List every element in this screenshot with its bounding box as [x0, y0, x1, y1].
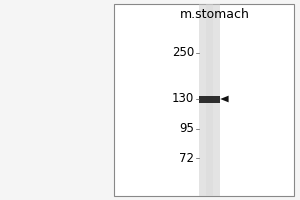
Text: 72: 72 — [179, 152, 194, 164]
Bar — [199, 4, 220, 196]
Bar — [206, 4, 213, 196]
Text: 95: 95 — [179, 122, 194, 136]
Bar — [0, 0, 114, 200]
Text: 250: 250 — [172, 46, 194, 60]
Polygon shape — [220, 96, 229, 102]
Bar — [114, 4, 294, 196]
Text: 130: 130 — [172, 92, 194, 106]
Text: m.stomach: m.stomach — [180, 8, 250, 21]
Bar — [199, 96, 220, 102]
